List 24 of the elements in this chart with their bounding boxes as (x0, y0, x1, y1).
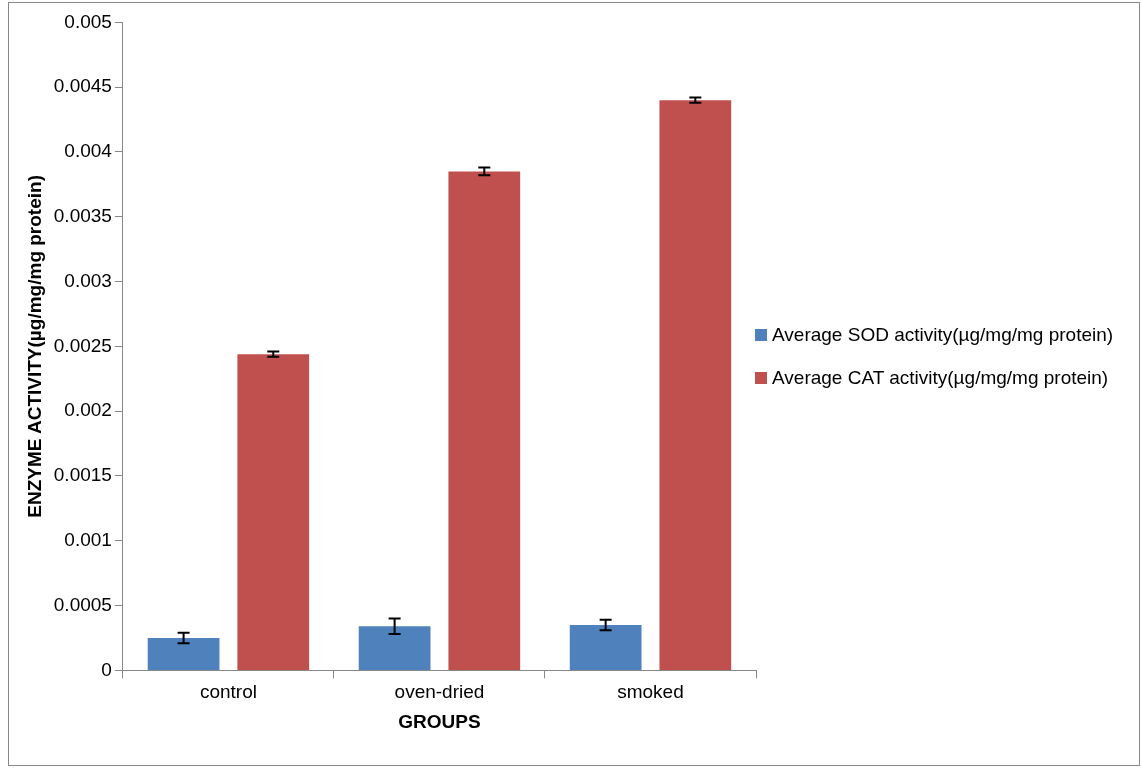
x-tick-label: control (199, 681, 257, 703)
x-tick-label: oven-dried (394, 681, 485, 703)
y-tick-label: 0.004 (64, 140, 113, 162)
y-tick-label: 0.001 (64, 529, 112, 551)
bar (147, 638, 220, 670)
y-tick-label: 0.0005 (53, 593, 112, 615)
bar (569, 625, 642, 670)
y-tick-label: 0.0025 (53, 334, 112, 356)
legend-label: Average CAT activity(µg/mg/mg protein) (772, 366, 1109, 390)
bar (237, 354, 310, 670)
x-tick-label: smoked (617, 681, 684, 703)
x-axis-title: GROUPS (398, 710, 481, 732)
legend-label: Average SOD activity(µg/mg/mg protein) (772, 323, 1114, 347)
bar (358, 626, 431, 670)
bar (448, 171, 521, 670)
y-tick-label: 0 (101, 658, 112, 680)
y-tick-label: 0.0045 (53, 75, 112, 97)
y-tick-label: 0.0035 (53, 205, 112, 227)
y-axis-title: ENZYME ACTIVITY(µg/mg/mg protein) (23, 175, 45, 518)
y-tick-label: 0.0015 (53, 464, 112, 486)
y-tick-label: 0.002 (64, 399, 112, 421)
y-tick-label: 0.003 (64, 269, 112, 291)
y-tick-label: 0.005 (64, 10, 112, 32)
bar (659, 100, 732, 670)
